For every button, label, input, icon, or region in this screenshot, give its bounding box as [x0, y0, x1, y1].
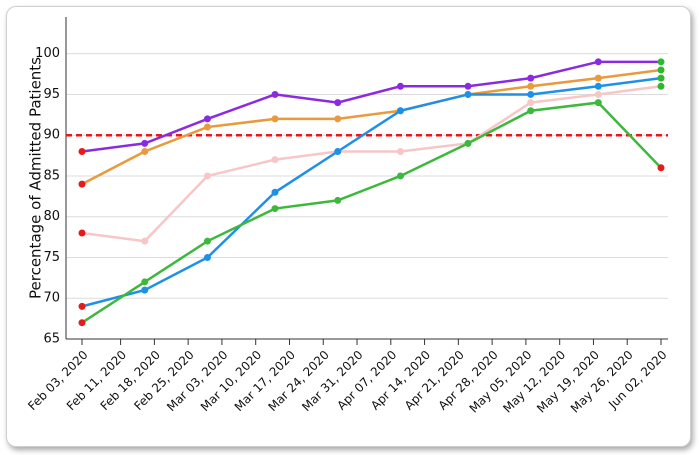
- point: [334, 115, 342, 123]
- series-line: [81, 60, 661, 153]
- endpoint-marker: [657, 82, 665, 90]
- point: [594, 74, 602, 82]
- y-tick-label: 95: [43, 87, 60, 102]
- point: [334, 148, 342, 156]
- point: [396, 172, 404, 180]
- endpoint-marker: [78, 148, 86, 156]
- point: [594, 99, 602, 107]
- point: [271, 156, 279, 164]
- point: [464, 82, 472, 90]
- point: [203, 237, 211, 245]
- point: [527, 74, 535, 82]
- y-tick-label: 65: [43, 332, 60, 347]
- point: [271, 90, 279, 98]
- endpoint-marker: [78, 180, 86, 188]
- point: [527, 90, 535, 98]
- point: [271, 188, 279, 196]
- y-axis-label: Percentage of Admitted Patients: [27, 57, 45, 299]
- y-tick-label: 70: [43, 291, 60, 306]
- point: [334, 196, 342, 204]
- point: [594, 90, 602, 98]
- point: [203, 172, 211, 180]
- y-tick-label: 90: [43, 128, 60, 143]
- point: [141, 148, 149, 156]
- point: [141, 286, 149, 294]
- point: [396, 107, 404, 115]
- y-tick-label: 80: [43, 209, 60, 224]
- point: [271, 205, 279, 213]
- y-tick-label: 100: [35, 46, 60, 61]
- point: [141, 139, 149, 147]
- point: [334, 99, 342, 107]
- y-tick-label: 75: [43, 250, 60, 265]
- y-tick-label: 85: [43, 168, 60, 183]
- endpoint-marker: [78, 319, 86, 327]
- point: [527, 107, 535, 115]
- point: [527, 99, 535, 107]
- endpoint-marker: [78, 229, 86, 237]
- endpoint-marker: [657, 66, 665, 74]
- endpoint-marker: [78, 302, 86, 310]
- point: [203, 253, 211, 261]
- series-line: [81, 101, 662, 324]
- endpoint-marker: [657, 74, 665, 82]
- series-line: [81, 68, 662, 186]
- point: [527, 82, 535, 90]
- point: [594, 58, 602, 66]
- point: [141, 237, 149, 245]
- point: [203, 115, 211, 123]
- endpoint-marker: [657, 58, 665, 66]
- point: [203, 123, 211, 131]
- point: [396, 148, 404, 156]
- point: [141, 278, 149, 286]
- point: [396, 82, 404, 90]
- series-line: [81, 85, 662, 243]
- point: [464, 139, 472, 147]
- point: [271, 115, 279, 123]
- series-line: [81, 76, 662, 308]
- point: [464, 90, 472, 98]
- endpoint-marker: [657, 164, 665, 172]
- point: [594, 82, 602, 90]
